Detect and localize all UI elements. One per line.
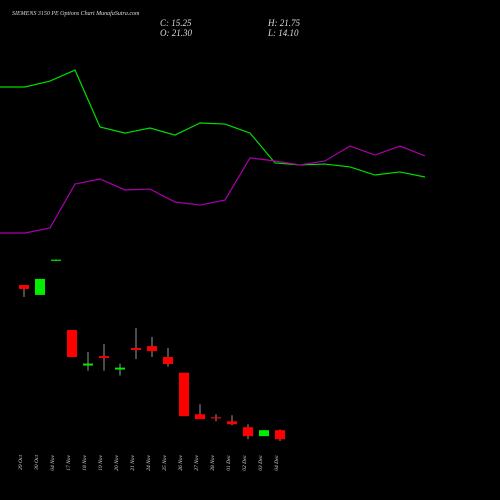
x-tick-label: 01 Dec	[226, 454, 232, 470]
candle-body	[227, 421, 237, 425]
x-tick-label: 21 Nov	[130, 454, 136, 470]
close-label: C: 15.25	[160, 18, 192, 28]
candle-body	[83, 363, 93, 366]
x-tick-label: 20 Nov	[114, 454, 120, 470]
candle-body	[195, 414, 205, 420]
candle-body	[19, 285, 29, 289]
candle-body	[35, 278, 45, 295]
x-tick-label: 04 Dec	[273, 454, 280, 470]
candle-body	[259, 430, 269, 437]
x-tick-label: 04 Nov	[49, 454, 56, 470]
candle-body	[131, 348, 141, 350]
x-tick-label: 19 Nov	[98, 454, 104, 470]
x-tick-label: 29 Oct	[18, 455, 24, 470]
x-tick-label: 02 Dec	[242, 454, 248, 470]
x-tick-label: 18 Nov	[82, 454, 88, 470]
x-tick-label: 28 Nov	[210, 454, 216, 470]
candle-body	[163, 357, 173, 365]
candle-body	[51, 259, 61, 261]
x-tick-label: 24 Nov	[145, 454, 152, 470]
indicator-line	[0, 145, 426, 234]
x-tick-label: 30 Oct	[34, 455, 40, 471]
candle-body	[179, 372, 189, 417]
candle-body	[67, 329, 77, 358]
candle-body	[275, 430, 285, 440]
x-tick-label: 17 Nov	[66, 454, 72, 470]
candle-body	[99, 356, 109, 359]
high-label: H: 21.75	[267, 18, 300, 28]
candle-body	[243, 427, 253, 437]
x-tick-label: 26 Nov	[178, 454, 184, 470]
candle-body	[115, 367, 125, 370]
indicator-line	[0, 69, 426, 178]
low-label: L: 14.10	[267, 28, 299, 38]
open-label: O: 21.30	[160, 28, 192, 38]
x-tick-label: 25 Nov	[162, 454, 168, 470]
chart-title: SIEMENS 3150 PE Options Chart MunafaSutr…	[12, 10, 140, 17]
candle-body	[147, 346, 157, 352]
candle-body	[211, 417, 221, 419]
x-tick-label: 03 Dec	[258, 454, 264, 470]
x-tick-label: 27 Nov	[194, 454, 200, 470]
